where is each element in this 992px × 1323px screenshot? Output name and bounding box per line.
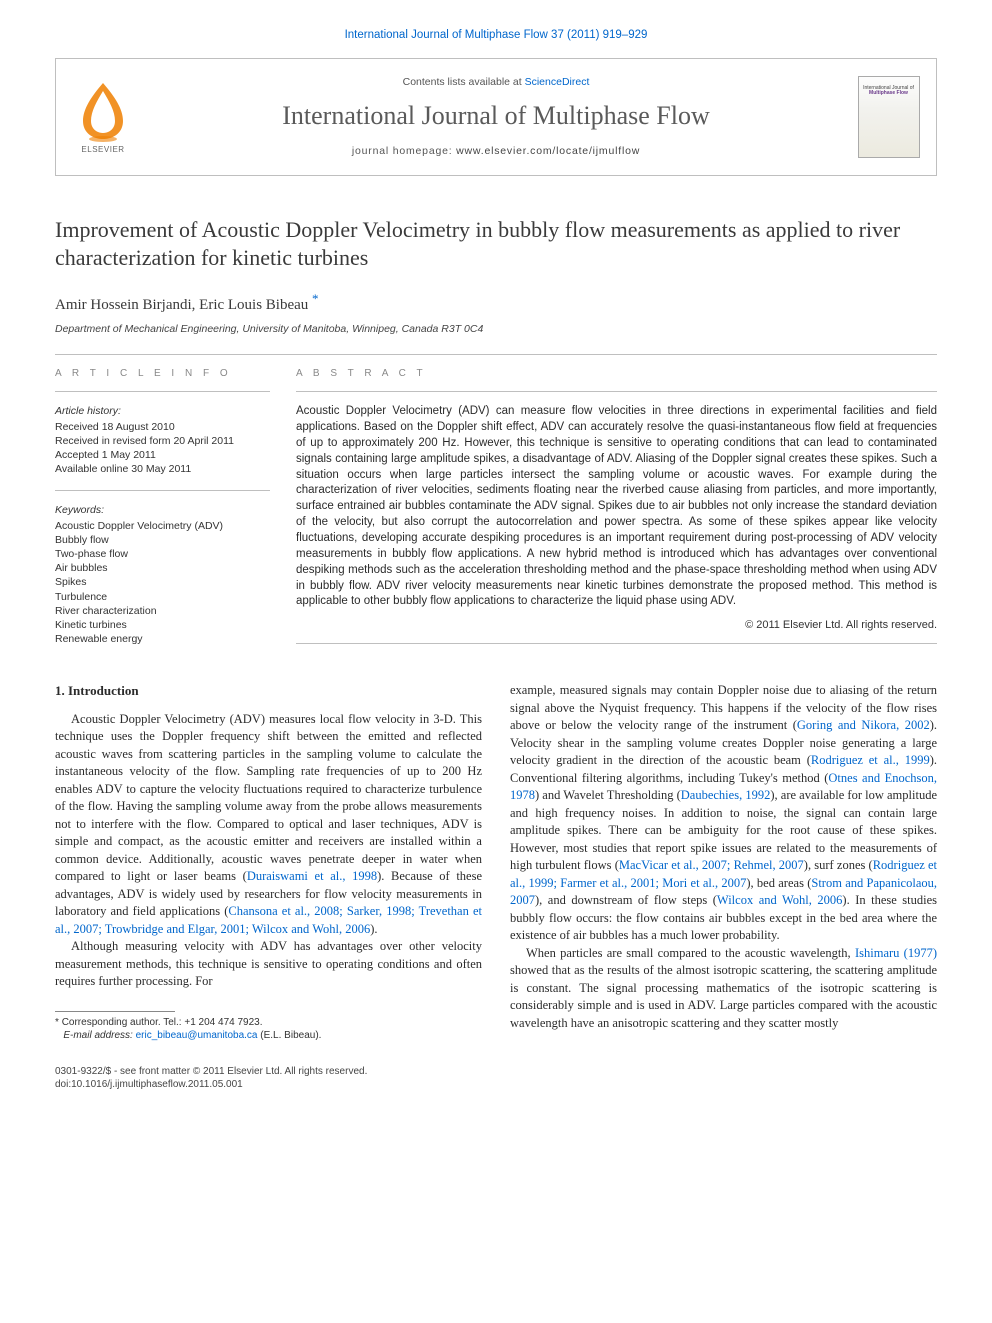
article-title: Improvement of Acoustic Doppler Velocime… xyxy=(55,216,937,272)
keyword-item: River characterization xyxy=(55,604,270,618)
body-paragraph: example, measured signals may contain Do… xyxy=(510,682,937,945)
footnote-marker-icon: * xyxy=(55,1017,59,1028)
citation-link[interactable]: Goring and Nikora, 2002 xyxy=(797,718,930,732)
bottom-matter: 0301-9322/$ - see front matter © 2011 El… xyxy=(55,1065,937,1093)
sciencedirect-link[interactable]: ScienceDirect xyxy=(525,76,590,88)
article-info-label: A R T I C L E I N F O xyxy=(55,367,270,381)
body-paragraph: When particles are small compared to the… xyxy=(510,945,937,1033)
history-revised: Received in revised form 20 April 2011 xyxy=(55,434,270,448)
keywords-block: Keywords: Acoustic Doppler Velocimetry (… xyxy=(55,503,270,646)
abstract-column: A B S T R A C T Acoustic Doppler Velocim… xyxy=(296,367,937,660)
journal-cover-cell: International Journal of Multiphase Flow xyxy=(841,59,936,175)
abstract-copyright: © 2011 Elsevier Ltd. All rights reserved… xyxy=(296,618,937,633)
keyword-item: Acoustic Doppler Velocimetry (ADV) xyxy=(55,519,270,533)
rule-above-keywords xyxy=(55,490,270,491)
publisher-logo-cell: ELSEVIER xyxy=(56,59,151,175)
body-paragraph: Acoustic Doppler Velocimetry (ADV) measu… xyxy=(55,711,482,939)
footnote-email-suffix: (E.L. Bibeau). xyxy=(260,1030,321,1041)
footnote-corr-label: Corresponding author. Tel.: +1 204 474 7… xyxy=(62,1017,263,1028)
article-info-column: A R T I C L E I N F O Article history: R… xyxy=(55,367,270,660)
journal-name: International Journal of Multiphase Flow xyxy=(282,98,709,134)
corresponding-author-marker-icon: * xyxy=(312,291,319,306)
footnote-email-link[interactable]: eric_bibeau@umanitoba.ca xyxy=(136,1030,258,1041)
body-two-column: 1. Introduction Acoustic Doppler Velocim… xyxy=(55,682,937,1042)
history-accepted: Accepted 1 May 2011 xyxy=(55,448,270,462)
elsevier-logo-icon: ELSEVIER xyxy=(71,79,136,154)
contents-prefix: Contents lists available at xyxy=(403,76,525,88)
rule-above-info xyxy=(55,354,937,355)
keyword-item: Spikes xyxy=(55,575,270,589)
footnote-rule xyxy=(55,1011,175,1012)
journal-homepage-line: journal homepage: www.elsevier.com/locat… xyxy=(352,144,640,158)
footnote-email-label: E-mail address: xyxy=(63,1030,132,1041)
rule-under-info-label xyxy=(55,391,270,392)
keyword-item: Kinetic turbines xyxy=(55,618,270,632)
top-citation: International Journal of Multiphase Flow… xyxy=(55,28,937,44)
authors-line: Amir Hossein Birjandi, Eric Louis Bibeau… xyxy=(55,290,937,316)
keyword-item: Two-phase flow xyxy=(55,547,270,561)
header-center: Contents lists available at ScienceDirec… xyxy=(151,59,841,175)
svg-text:ELSEVIER: ELSEVIER xyxy=(81,145,124,154)
citation-link[interactable]: Daubechies, 1992 xyxy=(681,788,771,802)
citation-link[interactable]: Wilcox and Wohl, 2006 xyxy=(717,893,843,907)
contents-available-line: Contents lists available at ScienceDirec… xyxy=(403,75,590,89)
keyword-item: Turbulence xyxy=(55,590,270,604)
front-matter-line: 0301-9322/$ - see front matter © 2011 El… xyxy=(55,1065,937,1079)
history-online: Available online 30 May 2011 xyxy=(55,462,270,476)
top-citation-link[interactable]: International Journal of Multiphase Flow… xyxy=(345,29,648,41)
homepage-label: journal homepage: xyxy=(352,145,456,157)
affiliation: Department of Mechanical Engineering, Un… xyxy=(55,322,937,336)
doi-line: doi:10.1016/j.ijmultiphaseflow.2011.05.0… xyxy=(55,1078,937,1092)
section-heading-intro: 1. Introduction xyxy=(55,682,482,700)
keyword-item: Renewable energy xyxy=(55,632,270,646)
article-history-block: Article history: Received 18 August 2010… xyxy=(55,404,270,476)
info-abstract-row: A R T I C L E I N F O Article history: R… xyxy=(55,367,937,660)
authors-names: Amir Hossein Birjandi, Eric Louis Bibeau xyxy=(55,297,308,313)
citation-link[interactable]: Ishimaru (1977) xyxy=(855,946,937,960)
rule-under-abstract xyxy=(296,643,937,644)
citation-link[interactable]: MacVicar et al., 2007; Rehmel, 2007 xyxy=(619,858,804,872)
citation-link[interactable]: Duraiswami et al., 1998 xyxy=(247,869,377,883)
keyword-item: Air bubbles xyxy=(55,561,270,575)
abstract-text: Acoustic Doppler Velocimetry (ADV) can m… xyxy=(296,404,937,610)
journal-header-frame: ELSEVIER Contents lists available at Sci… xyxy=(55,58,937,176)
keyword-item: Bubbly flow xyxy=(55,533,270,547)
keywords-heading: Keywords: xyxy=(55,503,270,517)
rule-under-abstract-label xyxy=(296,391,937,392)
corresponding-author-footnote: * Corresponding author. Tel.: +1 204 474… xyxy=(55,1016,482,1043)
journal-cover-thumbnail-icon: International Journal of Multiphase Flow xyxy=(858,76,920,158)
body-paragraph: Although measuring velocity with ADV has… xyxy=(55,938,482,991)
history-heading: Article history: xyxy=(55,404,270,418)
history-received: Received 18 August 2010 xyxy=(55,420,270,434)
citation-link[interactable]: Rodriguez et al., 1999 xyxy=(811,753,930,767)
homepage-url[interactable]: www.elsevier.com/locate/ijmulflow xyxy=(456,145,640,157)
abstract-label: A B S T R A C T xyxy=(296,367,937,381)
